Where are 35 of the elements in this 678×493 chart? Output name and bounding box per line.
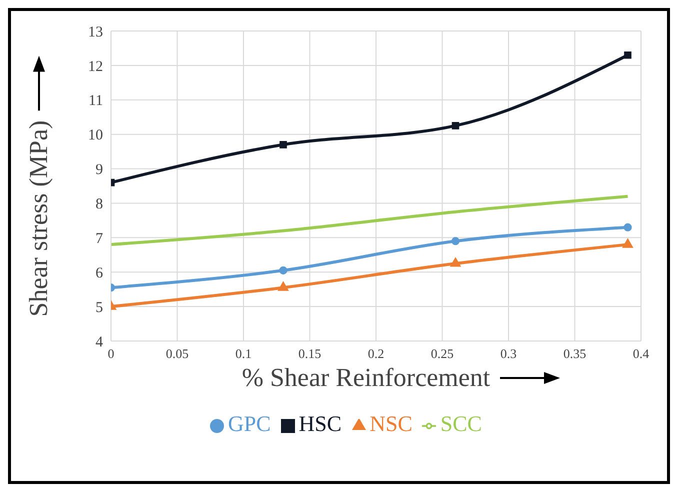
x-tick-label: 0.15	[298, 346, 322, 362]
x-tick-label: 0.3	[500, 346, 517, 362]
point	[452, 122, 460, 130]
y-tick-label: 13	[88, 24, 103, 40]
x-tick-label: 0.1	[235, 346, 252, 362]
legend-label: GPC	[228, 411, 271, 436]
x-tick-label: 0.4	[632, 346, 650, 362]
point	[622, 238, 634, 248]
y-tick-label: 12	[88, 58, 103, 75]
x-axis-title: % Shear Reinforcement	[242, 363, 490, 393]
point	[624, 223, 632, 232]
x-tick-label: 0.35	[563, 346, 586, 362]
y-tick-label: 11	[88, 93, 103, 110]
y-tick-label: 4	[96, 334, 104, 350]
point	[624, 51, 632, 59]
y-axis-title: Shear stress (MPa)	[24, 120, 54, 317]
x-tick-label: 0	[108, 346, 114, 362]
legend-label: HSC	[298, 411, 342, 436]
point	[278, 282, 289, 291]
y-tick-label: 9	[96, 162, 103, 178]
y-tick-label: 10	[88, 128, 103, 144]
line-series	[111, 194, 630, 246]
y-tick-label: 8	[96, 196, 103, 213]
legend-label: SCC	[440, 411, 482, 436]
point	[280, 141, 287, 148]
legend-label: NSC	[370, 411, 412, 436]
point	[279, 266, 288, 274]
x-tick-label: 0.2	[368, 346, 384, 362]
x-tick-label: 0.05	[166, 346, 189, 362]
y-tick-label: 5	[96, 300, 103, 316]
x-tick-label: 0.25	[430, 346, 454, 362]
point	[451, 237, 460, 246]
point	[450, 257, 461, 267]
y-tick-label: 6	[96, 265, 104, 282]
y-tick-label: 7	[96, 230, 104, 247]
